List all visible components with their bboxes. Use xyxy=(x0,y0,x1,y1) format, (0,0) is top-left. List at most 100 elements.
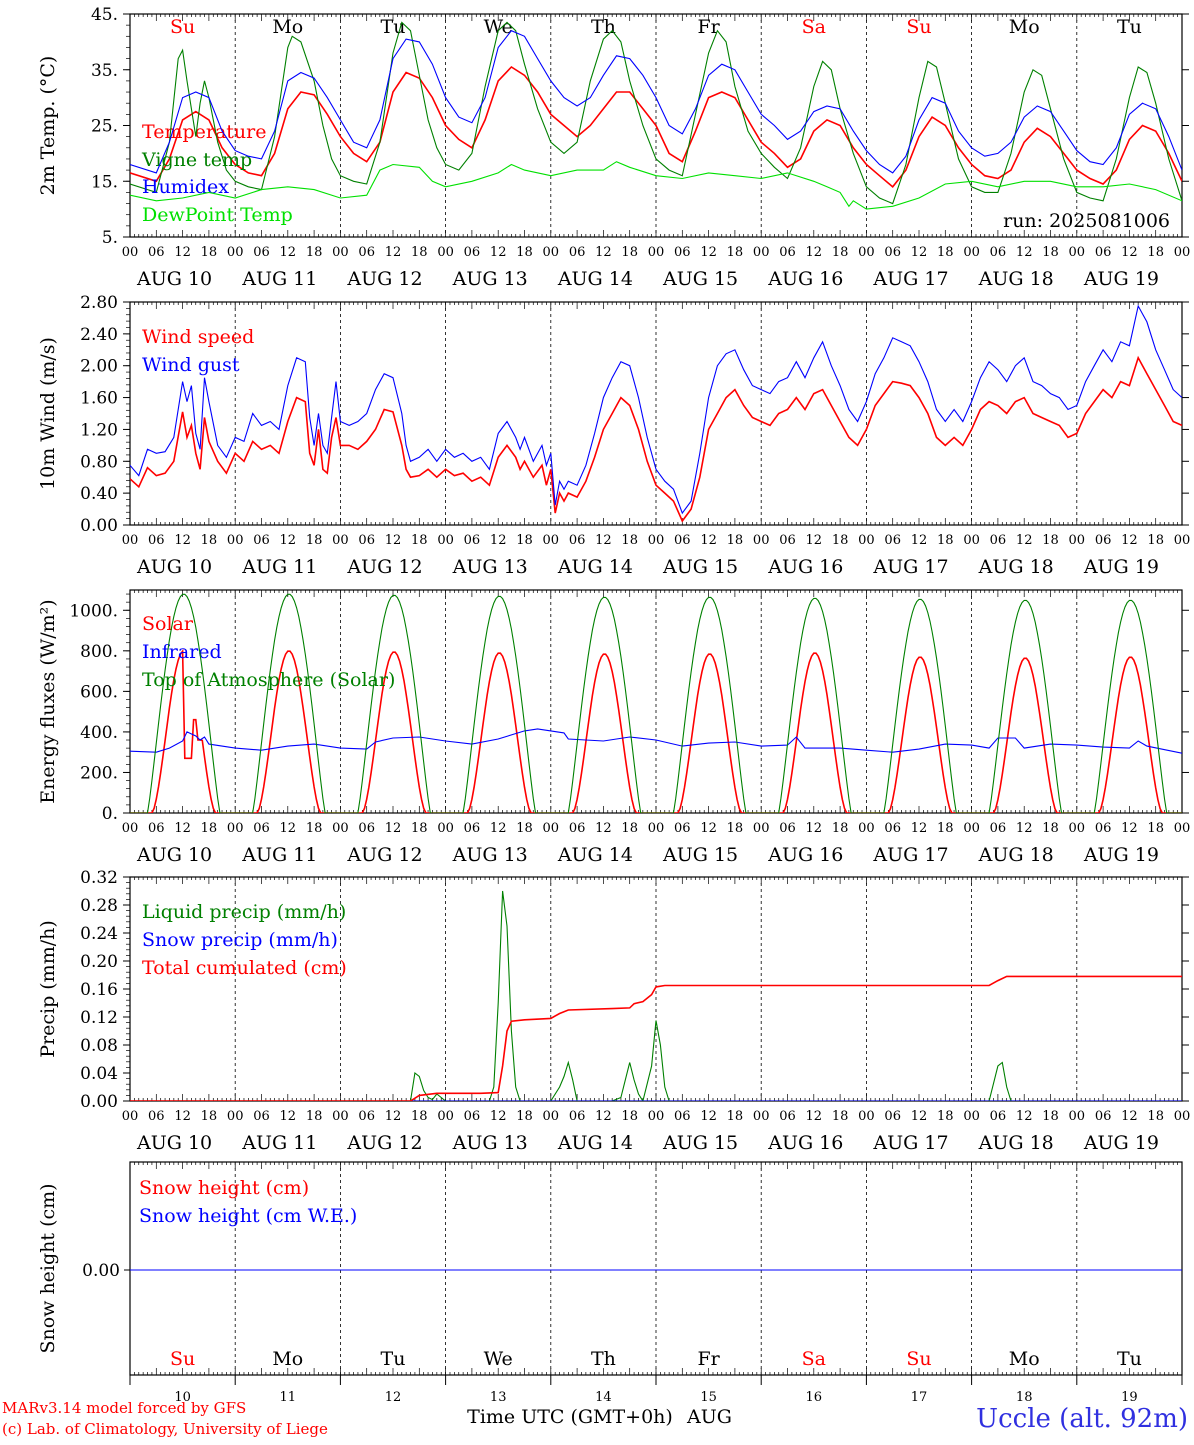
precip-hour-tick-label: 06 xyxy=(1095,1109,1112,1124)
wind-hour-tick-label: 18 xyxy=(516,533,533,548)
wind-day-label: AUG 10 xyxy=(136,556,212,578)
precip-day-label: AUG 13 xyxy=(452,1132,528,1154)
precip-day-label: AUG 14 xyxy=(557,1132,633,1154)
temp-hour-tick-label: 06 xyxy=(253,245,270,260)
temp-hour-tick-label: 00 xyxy=(437,245,454,260)
wind-series-0 xyxy=(130,355,1182,523)
precip-hour-tick-label: 18 xyxy=(201,1109,218,1124)
wind-day-label: AUG 15 xyxy=(662,556,738,578)
precip-y-tick-label: 0.20 xyxy=(80,952,118,972)
wind-hour-tick-label: 00 xyxy=(963,533,980,548)
wind-series-1 xyxy=(130,304,1182,515)
precip-y-tick-label: 0.24 xyxy=(80,924,118,944)
energy-hour-tick-label: 00 xyxy=(227,821,244,836)
weekday-label: Mo xyxy=(1009,16,1040,38)
energy-hour-tick-label: 12 xyxy=(911,821,928,836)
energy-hour-tick-label: 06 xyxy=(1095,821,1112,836)
energy-hour-tick-label: 06 xyxy=(253,821,270,836)
energy-hour-tick-label: 12 xyxy=(700,821,717,836)
temp-hour-tick-label: 00 xyxy=(753,245,770,260)
energy-hour-tick-label: 12 xyxy=(385,821,402,836)
precip-hour-tick-label: 00 xyxy=(753,1109,770,1124)
energy-hour-tick-label: 12 xyxy=(490,821,507,836)
precip-hour-tick-label: 00 xyxy=(543,1109,560,1124)
wind-hour-tick-label: 06 xyxy=(569,533,586,548)
precip-hour-tick-label: 06 xyxy=(884,1109,901,1124)
energy-hour-tick-label: 06 xyxy=(779,821,796,836)
precip-hour-tick-label: 18 xyxy=(621,1109,638,1124)
temp-day-label: AUG 18 xyxy=(978,268,1054,290)
precip-hour-tick-label: 18 xyxy=(937,1109,954,1124)
energy-y-tick-label: 1000. xyxy=(69,601,118,621)
precip-day-label: AUG 19 xyxy=(1083,1132,1159,1154)
temp-day-label: AUG 17 xyxy=(872,268,948,290)
energy-hour-tick-label: 06 xyxy=(990,821,1007,836)
energy-frame xyxy=(129,589,1183,814)
energy-hour-tick-label: 12 xyxy=(595,821,612,836)
wind-hour-tick-label: 18 xyxy=(1042,533,1059,548)
temp-y-tick-label: 35. xyxy=(91,61,118,81)
wind-hour-tick-label: 06 xyxy=(358,533,375,548)
day-number-label: 19 xyxy=(1121,1390,1138,1405)
temp-hour-tick-label: 00 xyxy=(543,245,560,260)
energy-hour-tick-label: 12 xyxy=(1016,821,1033,836)
precip-hour-tick-label: 00 xyxy=(963,1109,980,1124)
temp-y-tick-label: 25. xyxy=(91,117,118,137)
station-label: Uccle (alt. 92m) xyxy=(976,1404,1188,1434)
wind-hour-tick-label: 12 xyxy=(1121,533,1138,548)
energy-hour-tick-label: 06 xyxy=(464,821,481,836)
energy-hour-tick-label: 00 xyxy=(1069,821,1086,836)
precip-hour-tick-label: 00 xyxy=(332,1109,349,1124)
precip-day-label: AUG 11 xyxy=(241,1132,317,1154)
wind-hour-tick-label: 00 xyxy=(543,533,560,548)
wind-hour-tick-label: 18 xyxy=(727,533,744,548)
energy-hour-tick-label: 00 xyxy=(437,821,454,836)
wind-hour-tick-label: 12 xyxy=(806,533,823,548)
precip-day-label: AUG 12 xyxy=(346,1132,422,1154)
precip-hour-tick-label: 18 xyxy=(516,1109,533,1124)
day-number-label: 13 xyxy=(490,1390,507,1405)
precip-hour-tick-label: 06 xyxy=(569,1109,586,1124)
precip-hour-tick-label: 00 xyxy=(1069,1109,1086,1124)
temp-hour-tick-label: 18 xyxy=(201,245,218,260)
energy-day-label: AUG 10 xyxy=(136,844,212,866)
temp-series-0 xyxy=(130,65,1182,188)
temp-hour-tick-label: 12 xyxy=(911,245,928,260)
energy-hour-tick-label: 00 xyxy=(122,821,139,836)
temp-hour-tick-label: 12 xyxy=(700,245,717,260)
precip-hour-tick-label: 18 xyxy=(727,1109,744,1124)
temp-day-label: AUG 10 xyxy=(136,268,212,290)
energy-legend-2: Top of Atmosphere (Solar) xyxy=(142,669,395,691)
x-axis-month: AUG xyxy=(686,1406,732,1428)
wind-day-label: AUG 11 xyxy=(241,556,317,578)
precip-y-axis-label: Precip (mm/h) xyxy=(37,920,59,1058)
precip-y-tick-label: 0.28 xyxy=(80,896,118,916)
precip-day-label: AUG 16 xyxy=(767,1132,843,1154)
run-label: run: 2025081006 xyxy=(1003,210,1170,232)
weekday-label: Sa xyxy=(802,1348,826,1370)
snow-legend-1: Snow height (cm W.E.) xyxy=(139,1205,357,1227)
precip-hour-tick-label: 06 xyxy=(253,1109,270,1124)
wind-day-label: AUG 16 xyxy=(767,556,843,578)
precip-day-label: AUG 17 xyxy=(872,1132,948,1154)
temp-hour-tick-label: 18 xyxy=(306,245,323,260)
day-number-label: 11 xyxy=(280,1390,297,1405)
energy-hour-tick-label: 06 xyxy=(884,821,901,836)
precip-hour-tick-label: 00 xyxy=(648,1109,665,1124)
temp-hour-tick-label: 18 xyxy=(516,245,533,260)
energy-day-label: AUG 12 xyxy=(346,844,422,866)
precip-legend-1: Snow precip (mm/h) xyxy=(142,929,338,951)
wind-hour-tick-label: 00 xyxy=(332,533,349,548)
energy-series-1 xyxy=(130,728,1182,754)
temp-hour-tick-label: 06 xyxy=(358,245,375,260)
energy-hour-tick-label: 18 xyxy=(516,821,533,836)
temp-hour-tick-label: 06 xyxy=(1095,245,1112,260)
day-number-label: 12 xyxy=(385,1390,402,1405)
precip-hour-tick-label: 00 xyxy=(227,1109,244,1124)
precip-hour-tick-label: 00 xyxy=(437,1109,454,1124)
precip-y-tick-label: 0.00 xyxy=(80,1092,118,1112)
wind-day-label: AUG 12 xyxy=(346,556,422,578)
temp-legend-0: Temperature xyxy=(142,121,266,143)
weekday-label: Mo xyxy=(1009,1348,1040,1370)
wind-hour-tick-label: 06 xyxy=(253,533,270,548)
